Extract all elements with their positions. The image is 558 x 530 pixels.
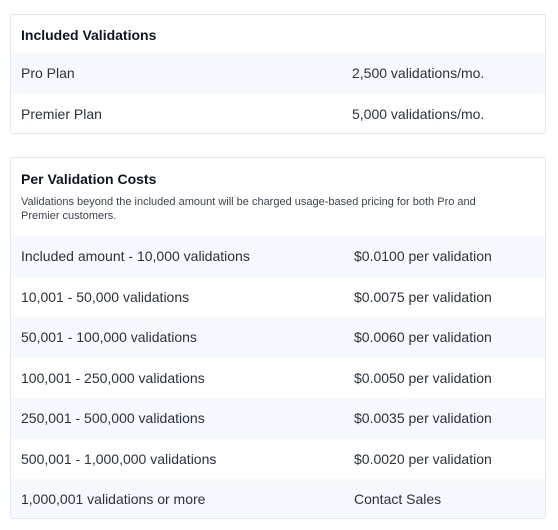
per-validation-costs-card: Per Validation Costs Validations beyond … (10, 157, 546, 519)
tier-label: 1,000,001 validations or more (21, 491, 206, 508)
tier-label: 250,001 - 500,000 validations (21, 410, 205, 427)
table-row: 250,001 - 500,000 validations $0.0035 pe… (11, 398, 545, 439)
tier-price: $0.0020 per validation (354, 450, 492, 467)
tier-label: Included amount - 10,000 validations (21, 248, 250, 265)
tier-price: $0.0050 per validation (354, 369, 492, 386)
tier-price: $0.0075 per validation (354, 288, 492, 305)
tier-price: $0.0060 per validation (354, 329, 492, 346)
card-header: Per Validation Costs Validations beyond … (11, 158, 545, 236)
plan-label: Premier Plan (21, 105, 102, 122)
table-row: 50,001 - 100,000 validations $0.0060 per… (11, 317, 545, 358)
table-row: 10,001 - 50,000 validations $0.0075 per … (11, 277, 545, 318)
tier-label: 100,001 - 250,000 validations (21, 369, 205, 386)
table-row: 100,001 - 250,000 validations $0.0050 pe… (11, 358, 545, 399)
plan-label: Pro Plan (21, 65, 75, 82)
table-row: Premier Plan 5,000 validations/mo. (11, 94, 545, 134)
contact-sales-text: Contact Sales (354, 491, 442, 508)
table-row: Pro Plan 2,500 validations/mo. (11, 53, 545, 94)
tier-price: $0.0100 per validation (354, 248, 492, 265)
plan-value: 2,500 validations/mo. (352, 65, 485, 82)
included-validations-card: Included Validations Pro Plan 2,500 vali… (10, 14, 546, 134)
per-validation-description: Validations beyond the included amount w… (21, 196, 476, 222)
table-row: 500,001 - 1,000,000 validations $0.0020 … (11, 439, 545, 480)
tier-price: $0.0035 per validation (354, 410, 492, 427)
tier-label: 10,001 - 50,000 validations (21, 288, 190, 305)
tier-label: 50,001 - 100,000 validations (21, 329, 197, 346)
tier-label: 500,001 - 1,000,000 validations (21, 450, 217, 467)
card-header: Included Validations (11, 15, 545, 53)
table-row: 1,000,001 validations or more Contact Sa… (11, 479, 545, 518)
included-validations-title: Included Validations (21, 27, 157, 43)
per-validation-costs-title: Per Validation Costs (21, 171, 157, 187)
table-row: Included amount - 10,000 validations $0.… (11, 236, 545, 277)
plan-value: 5,000 validations/mo. (352, 105, 485, 122)
